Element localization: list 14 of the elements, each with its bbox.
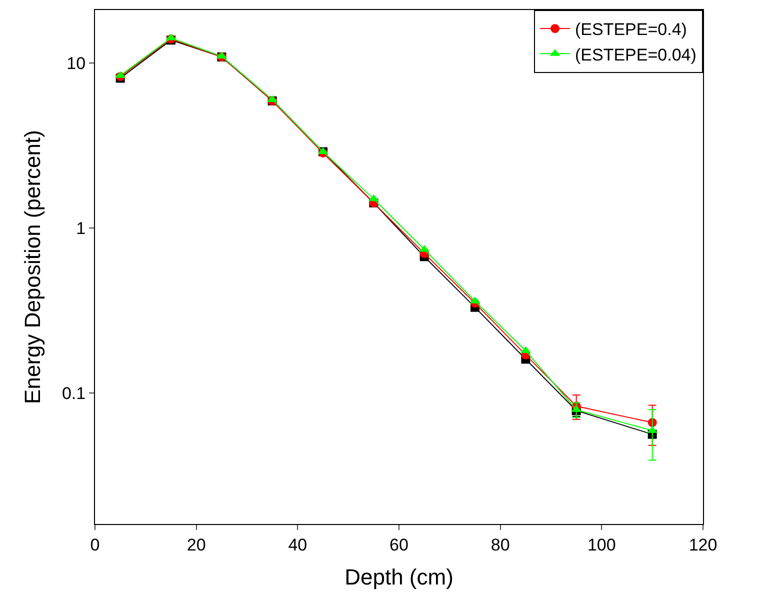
y-tick-label: 0.1 [62,384,86,403]
x-tick-label: 40 [288,535,308,554]
x-tick-label: 0 [90,535,100,554]
y-axis-title: Energy Deposition (percent) [20,130,45,404]
x-axis-title: Depth (cm) [344,564,454,590]
x-tick-label: 120 [688,535,718,554]
legend-label: (ESTEPE=0.4) [575,20,687,40]
legend-label: (ESTEPE=0.04) [575,45,696,64]
y-tick-label: 10 [66,54,86,74]
y-tick-label: 1 [76,218,86,238]
x-tick-label: 100 [587,535,616,554]
x-tick-label: 80 [490,535,510,554]
x-tick-label: 60 [390,535,408,554]
x-tick-label: 20 [186,535,206,554]
